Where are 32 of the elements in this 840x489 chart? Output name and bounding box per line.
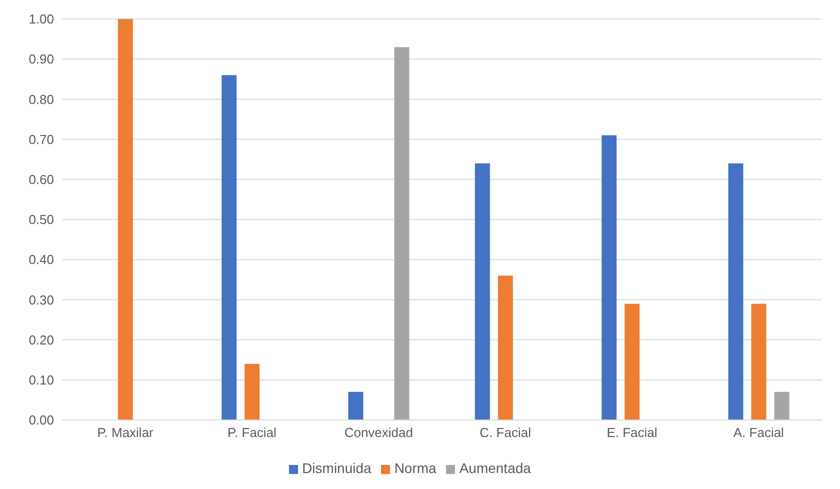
bar <box>244 364 260 420</box>
bar <box>602 135 617 420</box>
y-tick-label: 0.60 <box>28 172 54 188</box>
legend-label: Aumentada <box>459 460 531 476</box>
bar <box>498 276 513 420</box>
y-tick-label: 0.00 <box>28 412 54 428</box>
y-tick-label: 0.80 <box>28 92 54 107</box>
y-tick-label: 0.40 <box>28 252 54 268</box>
bar <box>624 304 640 420</box>
x-tick-label: A. Facial <box>733 425 784 440</box>
bar <box>394 47 410 420</box>
x-tick-label: P. Maxilar <box>97 425 154 440</box>
y-tick-label: 1.00 <box>28 12 54 27</box>
x-tick-label: Convexidad <box>344 425 413 440</box>
x-tick-label: E. Facial <box>606 425 658 440</box>
bar <box>118 19 133 420</box>
bar <box>728 163 744 420</box>
bar <box>222 75 237 420</box>
bar <box>348 392 364 420</box>
bar <box>774 392 790 420</box>
legend-label: Disminuida <box>302 460 372 476</box>
x-tick-label: P. Facial <box>228 425 277 440</box>
bar <box>474 163 490 420</box>
y-tick-label: 0.20 <box>28 332 54 348</box>
y-tick-label: 0.30 <box>28 292 54 308</box>
bar <box>751 304 766 420</box>
y-tick-label: 0.90 <box>28 52 54 67</box>
legend-label: Norma <box>394 460 436 476</box>
x-tick-label: C. Facial <box>480 425 532 440</box>
y-tick-label: 0.50 <box>28 212 54 228</box>
y-tick-label: 0.70 <box>28 132 54 147</box>
y-tick-label: 0.10 <box>28 372 54 388</box>
